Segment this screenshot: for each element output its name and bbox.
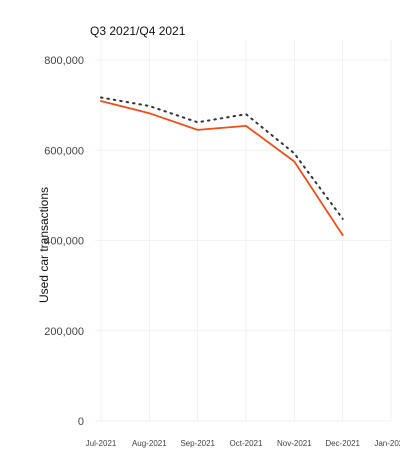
y-axis-label: Used car transactions — [37, 187, 51, 303]
x-tick-label: Jan-2022 — [374, 439, 400, 448]
grid — [95, 40, 392, 422]
y-tick-label: 800,000 — [44, 55, 84, 67]
x-tick-label: Sep-2021 — [180, 439, 215, 448]
y-tick-label: 200,000 — [44, 326, 84, 338]
x-tick-label: Jul-2021 — [86, 439, 117, 448]
y-tick-label: 600,000 — [44, 145, 84, 157]
chart-subtitle: Q3 2021/Q4 2021 — [90, 24, 186, 38]
y-tick-label: 400,000 — [44, 236, 84, 248]
x-tick-label: Dec-2021 — [325, 439, 360, 448]
x-tick-label: Aug-2021 — [132, 439, 167, 448]
y-axis-ticks: 0 200,000 400,000 600,000 800,000 — [44, 55, 84, 428]
x-axis-ticks: Jul-2021 Aug-2021 Sep-2021 Oct-2021 Nov-2021… — [86, 439, 400, 448]
x-tick-label: Oct-2021 — [230, 439, 263, 448]
y-tick-label: 0 — [78, 416, 84, 428]
x-tick-label: Nov-2021 — [277, 439, 312, 448]
series-line-dotted — [100, 96, 344, 220]
series-layer — [100, 96, 344, 237]
series-line-solid — [100, 100, 344, 237]
